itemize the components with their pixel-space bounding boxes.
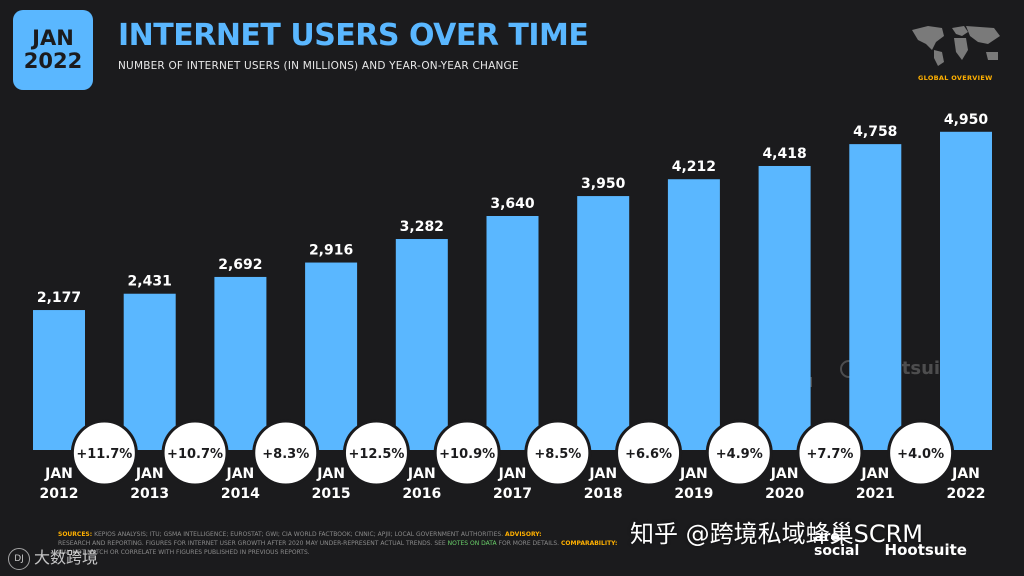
x-tick-label: JAN	[951, 466, 980, 482]
x-tick-label: 2015	[312, 486, 351, 502]
bar	[33, 310, 85, 450]
page-title: INTERNET USERS OVER TIME	[118, 18, 589, 53]
sources-text: KEPIOS ANALYSIS; ITU; GSMA INTELLIGENCE;…	[94, 531, 504, 538]
x-tick-label: JAN	[44, 466, 73, 482]
bar-value-label: 4,212	[672, 159, 716, 175]
yoy-change-label: +10.9%	[439, 447, 495, 462]
yoy-change-circle	[796, 419, 864, 487]
yoy-change-label: +11.7%	[76, 447, 132, 462]
x-tick-label: JAN	[679, 466, 708, 482]
x-tick-label: 2013	[130, 486, 169, 502]
bar-value-label: 2,692	[218, 257, 262, 273]
x-tick-label: JAN	[770, 466, 799, 482]
x-tick-label: 2017	[493, 486, 532, 502]
yoy-change-label: +8.3%	[262, 447, 309, 462]
yoy-change-label: +4.0%	[897, 447, 944, 462]
bar	[758, 165, 811, 450]
footer-line3: MAY NOT MATCH OR CORRELATE WITH FIGURES …	[58, 549, 310, 556]
x-tick-label: 2022	[947, 486, 986, 502]
yoy-change-circle	[70, 419, 138, 487]
bar-value-label: 3,950	[581, 176, 626, 192]
x-tick-label: 2016	[402, 486, 441, 502]
page-subtitle: NUMBER OF INTERNET USERS (IN MILLIONS) A…	[118, 60, 519, 72]
hootsuite-logo: Hootsuite	[884, 541, 967, 559]
x-tick-label: 2019	[674, 486, 713, 502]
bar	[214, 276, 267, 450]
yoy-change-circle	[524, 419, 592, 487]
footer-sources: SOURCES: KEPIOS ANALYSIS; ITU; GSMA INTE…	[58, 530, 818, 557]
yoy-change-label: +12.5%	[348, 447, 404, 462]
dashu-text: 大数跨境	[34, 548, 99, 567]
yoy-change-label: +4.9%	[716, 447, 763, 462]
bar-value-label: 2,431	[128, 274, 172, 290]
yoy-change-label: +6.6%	[625, 447, 672, 462]
bar	[123, 293, 176, 450]
yoy-change-circle	[252, 419, 320, 487]
bar	[667, 179, 720, 450]
x-tick-label: JAN	[588, 466, 617, 482]
x-tick-label: 2014	[221, 486, 260, 502]
yoy-change-circle	[615, 419, 683, 487]
x-tick-label: 2018	[584, 486, 623, 502]
bar-value-label: 3,640	[490, 196, 535, 212]
yoy-change-label: +8.5%	[534, 447, 581, 462]
yoy-change-circle	[887, 419, 955, 487]
footer-line2b: FOR MORE DETAILS.	[498, 540, 560, 547]
world-map-icon	[912, 26, 1000, 66]
bar	[486, 216, 539, 450]
bar-value-label: 4,950	[944, 112, 989, 128]
yoy-change-circle	[433, 419, 501, 487]
bar	[577, 196, 630, 450]
badge-year: 2022	[23, 49, 83, 73]
x-tick-label: 2021	[856, 486, 895, 502]
x-tick-label: 2012	[40, 486, 79, 502]
comparability-label: COMPARABILITY:	[561, 540, 618, 547]
we-are-social-logo: are social	[814, 529, 860, 559]
advisory-label: ADVISORY:	[505, 531, 542, 538]
yoy-change-circle	[342, 419, 410, 487]
dashu-logo-icon: DJ	[8, 547, 30, 570]
bar-value-label: 2,916	[309, 243, 353, 259]
badge-month: JAN	[32, 25, 74, 50]
bar	[395, 239, 448, 450]
bar	[305, 262, 358, 450]
x-tick-label: JAN	[860, 466, 889, 482]
bar	[849, 144, 902, 450]
yoy-change-label: +10.7%	[167, 447, 223, 462]
bar-value-label: 4,758	[853, 124, 897, 140]
zhihu-watermark: 知乎 @跨境私域蜂巢SCRM	[630, 520, 924, 548]
bottom-logos: are social Hootsuite	[814, 530, 967, 559]
x-tick-label: JAN	[226, 466, 255, 482]
global-overview-label: GLOBAL OVERVIEW	[918, 74, 993, 82]
notes-on-data-link[interactable]: NOTES ON DATA	[447, 540, 497, 547]
date-badge: JAN 2022	[13, 10, 93, 90]
bar-value-label: 3,282	[400, 219, 444, 235]
bar	[940, 131, 992, 451]
yoy-change-circle	[705, 419, 773, 487]
dashu-watermark: DJ 大数跨境	[8, 544, 98, 570]
footer-line2: RESEARCH AND REPORTING. FIGURES FOR INTE…	[58, 540, 446, 547]
x-tick-label: JAN	[316, 466, 345, 482]
yoy-change-circle	[161, 419, 229, 487]
x-tick-label: 2020	[765, 486, 804, 502]
x-tick-label: JAN	[135, 466, 164, 482]
bar-value-label: 4,418	[762, 146, 806, 162]
bar-value-label: 2,177	[37, 290, 81, 306]
x-tick-label: JAN	[498, 466, 527, 482]
sources-label: SOURCES:	[58, 531, 93, 538]
x-tick-label: JAN	[407, 466, 436, 482]
yoy-change-label: +7.7%	[806, 447, 853, 462]
